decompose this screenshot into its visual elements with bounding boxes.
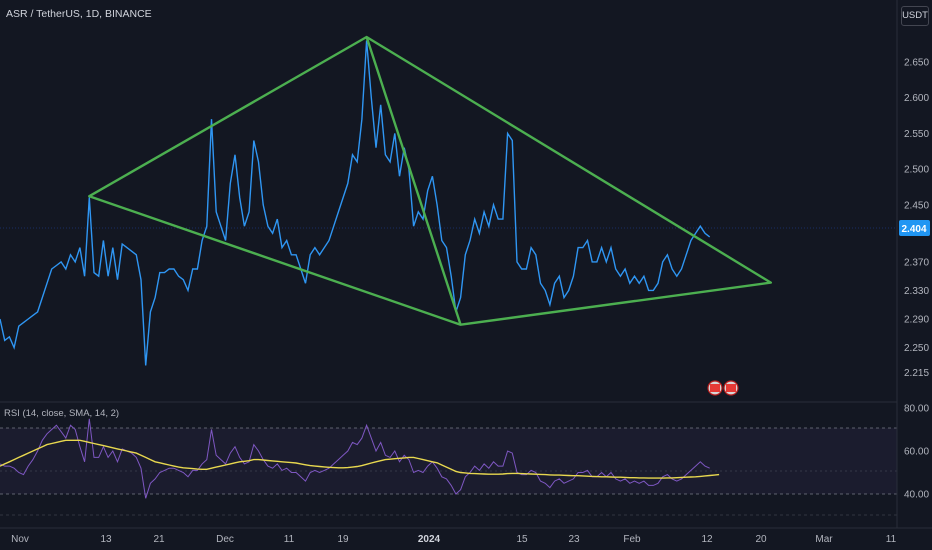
time-tick-label: 20 [755,534,767,545]
time-tick-label: 12 [701,534,713,545]
us-flag-event-icon [726,384,736,392]
price-tick-label: 2.550 [904,129,929,140]
current-price-badge [899,220,930,236]
price-axis[interactable]: 2.650 2.600 2.550 2.500 2.450 2.370 2.330 2.290… [904,58,929,380]
price-tick-label: 2.450 [904,200,929,211]
time-tick-label: 19 [337,534,349,545]
diamond-pattern-diagonal[interactable] [365,36,462,326]
time-tick-label: Nov [11,534,29,545]
price-tick-label: 2.650 [904,58,929,69]
time-tick-label: Dec [216,534,234,545]
price-line[interactable] [0,40,711,366]
price-tick-label: 2.250 [904,343,929,354]
rsi-tick-label: 40.00 [904,490,929,501]
symbol-title[interactable]: ASR / TetherUS, 1D, BINANCE [6,8,152,20]
time-tick-label: 11 [284,534,295,545]
event-markers[interactable] [707,380,739,396]
rsi-band [0,428,897,494]
time-tick-label: Mar [815,534,833,545]
price-tick-label: 2.500 [904,165,929,176]
price-tick-label: 2.330 [904,286,929,297]
currency-button[interactable]: USDT [901,6,929,26]
time-tick-label: 13 [100,534,112,545]
time-tick-label: 21 [153,534,165,545]
current-price-label: 2.404 [901,224,926,235]
rsi-tick-label: 80.00 [904,404,929,415]
rsi-tick-label: 60.00 [904,447,929,458]
rsi-sma-line[interactable] [0,439,720,479]
price-tick-label: 2.370 [904,257,929,268]
time-tick-label: 11 [886,534,897,545]
price-tick-label: 2.290 [904,315,929,326]
us-flag-event-icon [710,384,720,392]
time-tick-label: Feb [623,534,641,545]
time-axis[interactable]: Nov 13 21 Dec 11 19 2024 15 23 Feb 12 20 Mar 11 [11,534,897,545]
rsi-axis[interactable]: 80.00 60.00 40.00 [904,404,929,501]
time-tick-label: 2024 [418,534,441,545]
price-tick-label: 2.215 [904,368,929,379]
time-tick-label: 15 [516,534,528,545]
time-tick-label: 23 [568,534,580,545]
diamond-pattern-lines[interactable] [88,35,772,326]
price-tick-label: 2.600 [904,93,929,104]
rsi-indicator-title[interactable]: RSI (14, close, SMA, 14, 2) [4,408,120,419]
